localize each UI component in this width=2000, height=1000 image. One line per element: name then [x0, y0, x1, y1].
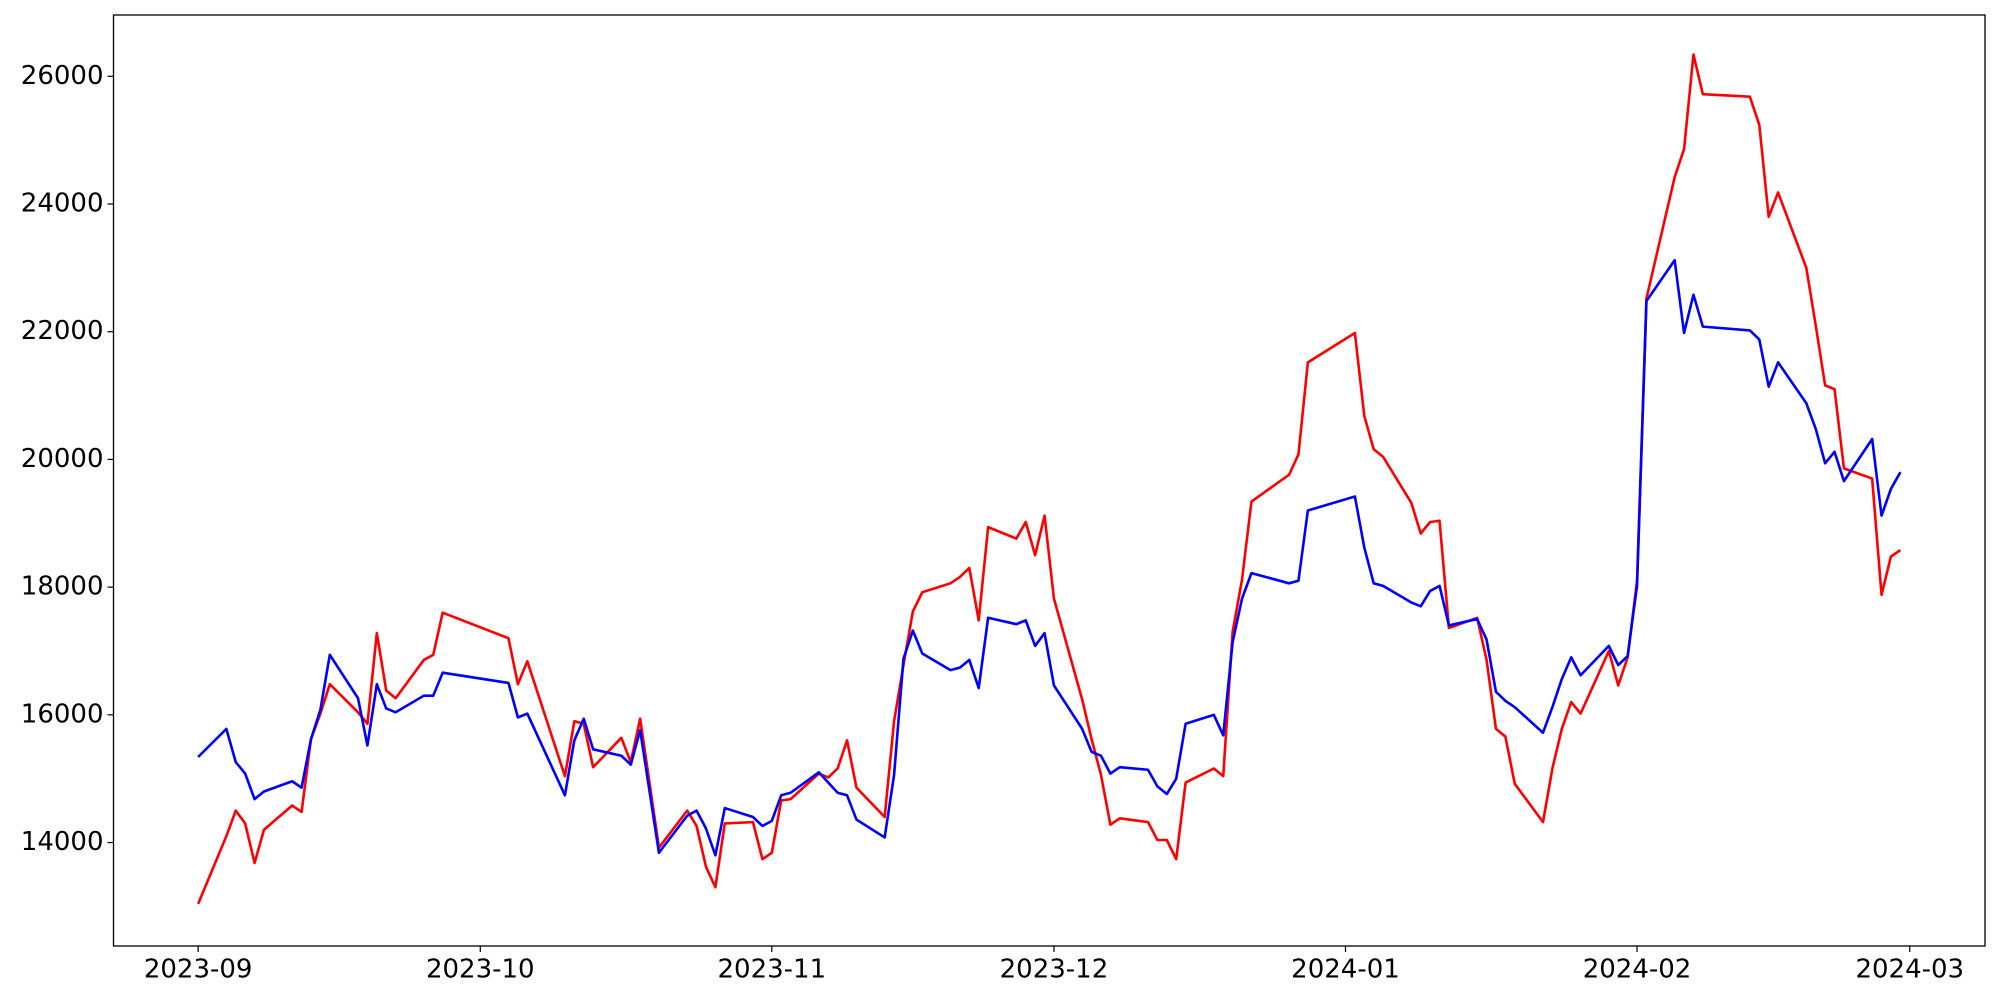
- y-tick-label: 22000: [21, 316, 104, 346]
- y-tick-label: 24000: [21, 189, 104, 219]
- y-tick-label: 26000: [21, 61, 104, 91]
- x-tick-label: 2024-02: [1583, 955, 1692, 985]
- series-line: [196, 53, 1902, 905]
- x-tick-label: 2023-09: [144, 955, 253, 985]
- y-tick-label: 20000: [21, 444, 104, 474]
- x-tick-label: 2023-12: [1000, 955, 1109, 985]
- x-tick-label: 2024-01: [1291, 955, 1400, 985]
- x-tick-label: 2023-10: [426, 955, 535, 985]
- x-tick-label: 2023-11: [717, 955, 826, 985]
- y-tick-label: 16000: [21, 699, 104, 729]
- y-tick-label: 14000: [21, 827, 104, 857]
- series-line: [197, 258, 1902, 857]
- plot-frame: [112, 14, 1986, 947]
- y-tick-label: 18000: [21, 572, 104, 602]
- x-tick-label: 2024-03: [1855, 955, 1964, 985]
